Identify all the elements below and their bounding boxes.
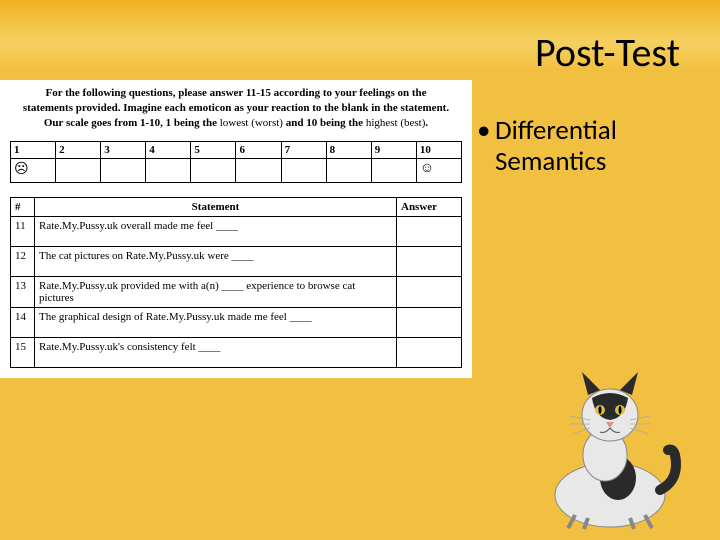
row-statement: The cat pictures on Rate.My.Pussy.uk wer…: [35, 246, 397, 276]
table-row: 15 Rate.My.Pussy.uk's consistency felt _…: [11, 337, 462, 367]
statements-header-row: # Statement Answer: [11, 197, 462, 216]
scale-num: 1: [11, 141, 56, 158]
scale-blank: [236, 158, 281, 182]
header-num: #: [11, 197, 35, 216]
cat-image: [530, 360, 690, 530]
instructions-line1: For the following questions, please answ…: [45, 87, 426, 99]
scale-blank: [371, 158, 416, 182]
scale-num: 5: [191, 141, 236, 158]
scale-blank: [56, 158, 101, 182]
scale-num: 9: [371, 141, 416, 158]
instructions-line3c: and 10 being the: [283, 117, 366, 129]
scale-num: 6: [236, 141, 281, 158]
scale-face-row: ☹ ☺: [11, 158, 462, 182]
happy-face-icon: ☺: [416, 158, 461, 182]
slide-title: Post-Test: [535, 28, 680, 77]
sad-face-icon: ☹: [11, 158, 56, 182]
bullet-dot-icon: •: [477, 115, 490, 146]
row-answer: [397, 276, 462, 307]
scale-num: 7: [281, 141, 326, 158]
header-answer: Answer: [397, 197, 462, 216]
document-panel: For the following questions, please answ…: [0, 80, 472, 378]
instructions-line2: statements provided. Imagine each emotic…: [23, 102, 449, 114]
scale-blank: [326, 158, 371, 182]
scale-num: 4: [146, 141, 191, 158]
row-num: 12: [11, 246, 35, 276]
scale-num: 8: [326, 141, 371, 158]
table-row: 12 The cat pictures on Rate.My.Pussy.uk …: [11, 246, 462, 276]
row-answer: [397, 307, 462, 337]
row-num: 11: [11, 216, 35, 246]
row-num: 14: [11, 307, 35, 337]
instructions-line3e: .: [425, 117, 428, 129]
scale-num: 2: [56, 141, 101, 158]
row-answer: [397, 337, 462, 367]
scale-blank: [281, 158, 326, 182]
table-row: 13 Rate.My.Pussy.uk provided me with a(n…: [11, 276, 462, 307]
row-answer: [397, 216, 462, 246]
table-row: 14 The graphical design of Rate.My.Pussy…: [11, 307, 462, 337]
scale-blank: [101, 158, 146, 182]
bullet-point: • Differential Semantics: [495, 115, 617, 177]
row-statement: The graphical design of Rate.My.Pussy.uk…: [35, 307, 397, 337]
instructions-text: For the following questions, please answ…: [10, 86, 462, 131]
row-statement: Rate.My.Pussy.uk overall made me feel __…: [35, 216, 397, 246]
row-num: 13: [11, 276, 35, 307]
scale-num: 3: [101, 141, 146, 158]
scale-blank: [191, 158, 236, 182]
instructions-line3a: Our scale goes from 1-10, 1 being the: [44, 117, 220, 129]
scale-blank: [146, 158, 191, 182]
row-statement: Rate.My.Pussy.uk's consistency felt ____: [35, 337, 397, 367]
header-statement: Statement: [35, 197, 397, 216]
instructions-line3d: highest (best): [366, 117, 426, 129]
scale-num: 10: [416, 141, 461, 158]
row-num: 15: [11, 337, 35, 367]
scale-number-row: 1 2 3 4 5 6 7 8 9 10: [11, 141, 462, 158]
row-answer: [397, 246, 462, 276]
bullet-text-line2: Semantics: [495, 145, 606, 178]
scale-table: 1 2 3 4 5 6 7 8 9 10 ☹ ☺: [10, 141, 462, 183]
statements-table: # Statement Answer 11 Rate.My.Pussy.uk o…: [10, 197, 462, 368]
instructions-line3b: lowest (worst): [220, 117, 283, 129]
row-statement: Rate.My.Pussy.uk provided me with a(n) _…: [35, 276, 397, 307]
bullet-text-line1: Differential: [495, 114, 617, 147]
table-row: 11 Rate.My.Pussy.uk overall made me feel…: [11, 216, 462, 246]
